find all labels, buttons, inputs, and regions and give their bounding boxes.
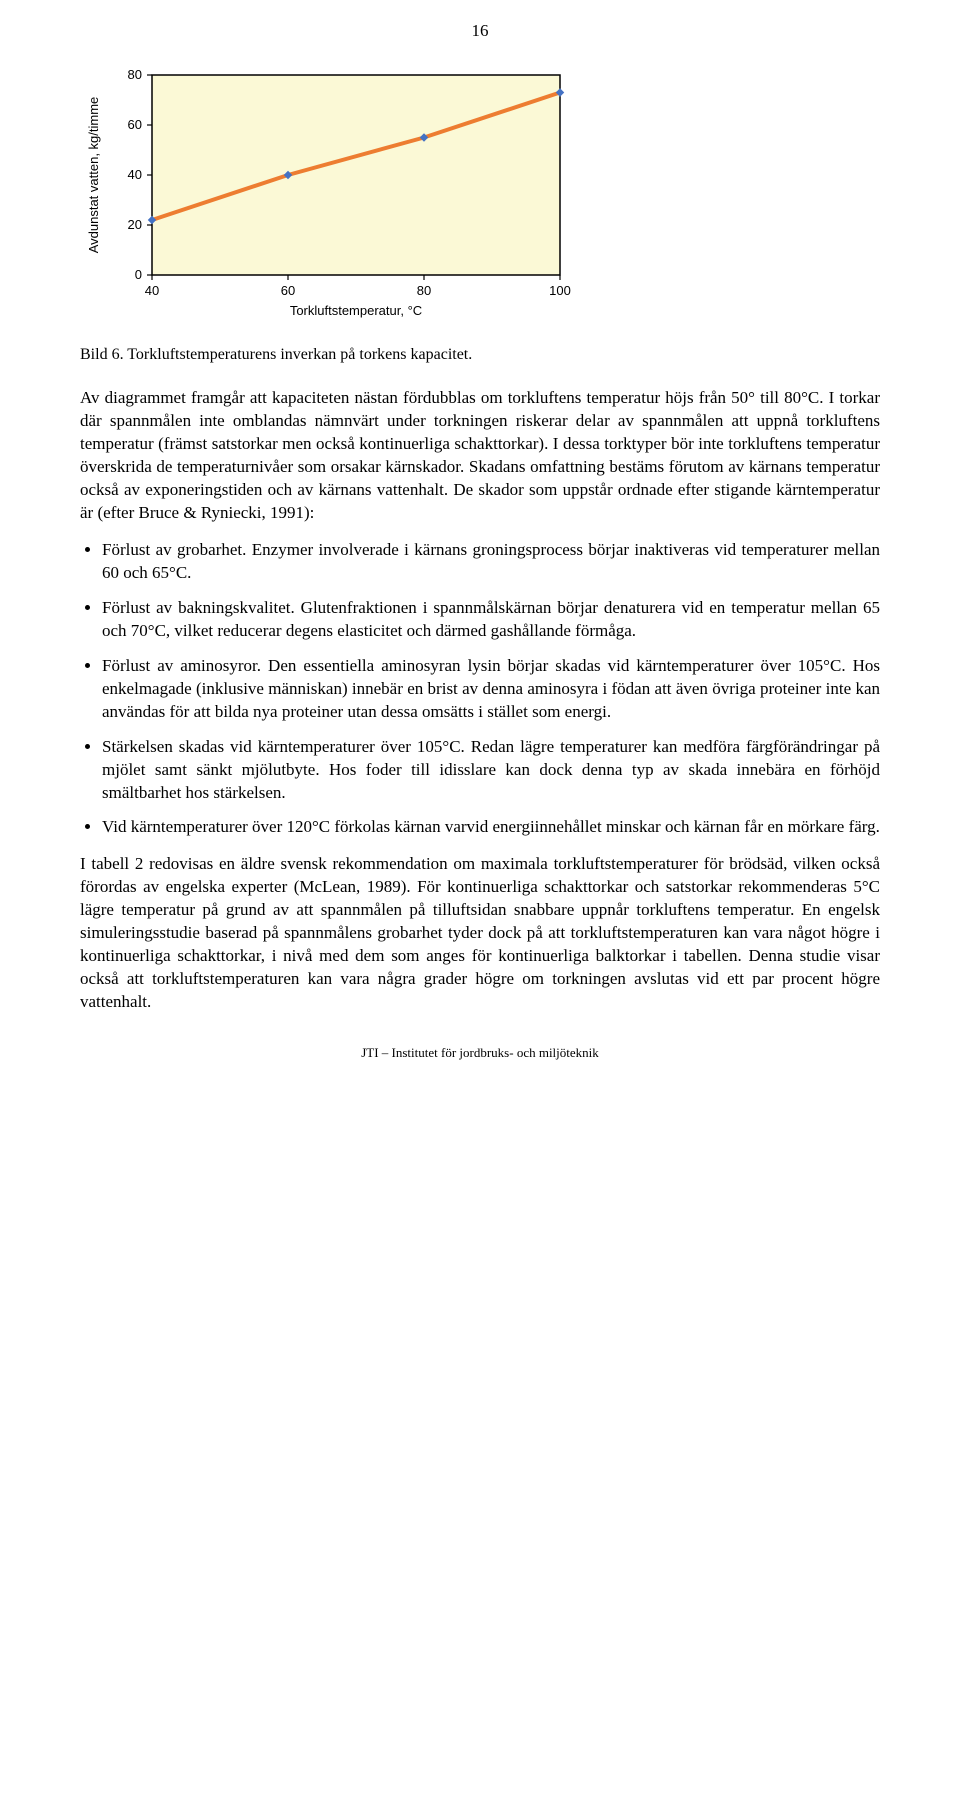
chart-container: 0 20 40 60 80 40 60 80 100 Torkluftstemperatur, °… (80, 63, 580, 330)
svg-text:80: 80 (417, 283, 431, 298)
bullet-item: Vid kärntemperaturer över 120°C förkolas… (102, 816, 880, 839)
svg-text:20: 20 (128, 217, 142, 232)
svg-text:100: 100 (549, 283, 571, 298)
bullet-item: Förlust av bakningskvalitet. Glutenfrakt… (102, 597, 880, 643)
bullet-item: Förlust av aminosyror. Den essentiella a… (102, 655, 880, 724)
svg-text:0: 0 (135, 267, 142, 282)
page-number: 16 (80, 20, 880, 43)
svg-text:Avdunstat vatten, kg/timme: Avdunstat vatten, kg/timme (86, 97, 101, 254)
paragraph-2: I tabell 2 redovisas en äldre svensk rek… (80, 853, 880, 1014)
figure-caption: Bild 6. Torkluftstemperaturens inverkan … (80, 344, 880, 366)
svg-text:60: 60 (128, 117, 142, 132)
svg-text:40: 40 (145, 283, 159, 298)
svg-text:60: 60 (281, 283, 295, 298)
paragraph-1: Av diagrammet framgår att kapaciteten nä… (80, 387, 880, 525)
page-footer: JTI – Institutet för jordbruks- och milj… (80, 1044, 880, 1062)
page-container: 16 0 20 40 60 80 40 60 80 100 Torkluftstemperatur… (40, 0, 920, 1102)
evaporation-chart: 0 20 40 60 80 40 60 80 100 Torkluftstemperatur, °… (80, 63, 580, 323)
damage-bullet-list: Förlust av grobarhet. Enzymer involverad… (80, 539, 880, 839)
bullet-item: Stärkelsen skadas vid kärntemperaturer ö… (102, 736, 880, 805)
svg-text:80: 80 (128, 67, 142, 82)
svg-text:40: 40 (128, 167, 142, 182)
svg-text:Torkluftstemperatur, °C: Torkluftstemperatur, °C (290, 303, 422, 318)
bullet-item: Förlust av grobarhet. Enzymer involverad… (102, 539, 880, 585)
